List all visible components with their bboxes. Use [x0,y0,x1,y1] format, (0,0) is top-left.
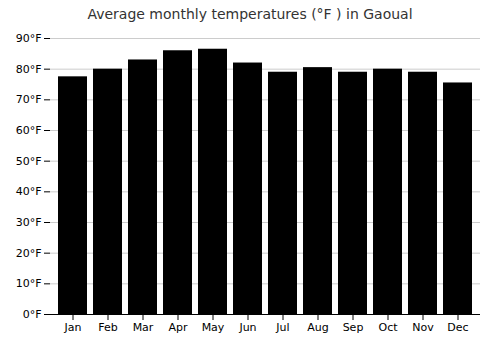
svg-text:Dec: Dec [447,321,468,334]
svg-text:Jul: Jul [275,321,289,334]
svg-text:40°F: 40°F [16,185,42,198]
svg-text:Jun: Jun [238,321,256,334]
svg-text:80°F: 80°F [16,63,42,76]
svg-text:Apr: Apr [168,321,188,334]
svg-text:Feb: Feb [98,321,117,334]
svg-text:20°F: 20°F [16,247,42,260]
html-text:Average monthly temperatures (: Average monthly temperatures (°F ) in Ga… [87,6,413,22]
svg-text:10°F: 10°F [16,277,42,290]
svg-text:Mar: Mar [133,321,154,334]
svg-text:70°F: 70°F [16,93,42,106]
svg-text:30°F: 30°F [16,216,42,229]
svg-text:May: May [202,321,225,334]
svg-text:50°F: 50°F [16,155,42,168]
svg-text:Sep: Sep [343,321,364,334]
svg-text:60°F: 60°F [16,124,42,137]
svg-text:Jan: Jan [64,321,82,334]
svg-text:0°F: 0°F [23,308,42,321]
svg-text:Aug: Aug [307,321,328,334]
svg-text:Oct: Oct [378,321,398,334]
svg-text:Nov: Nov [412,321,434,334]
svg-text:90°F: 90°F [16,32,42,45]
